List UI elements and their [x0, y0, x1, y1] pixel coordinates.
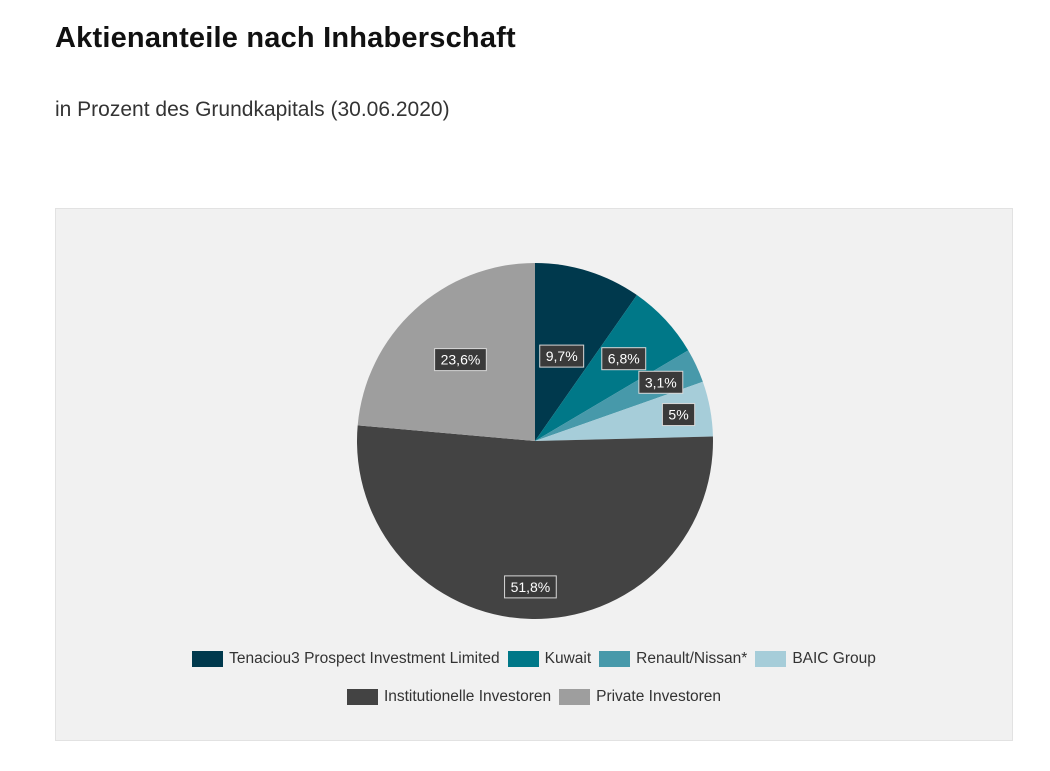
data-label-baic-group: 5% [661, 403, 696, 427]
data-label-box [504, 575, 557, 599]
pie-slice-baic-group[interactable] [535, 381, 713, 441]
data-label-text: 9,7% [546, 348, 578, 364]
data-label-box [434, 348, 487, 372]
legend-row-1: Tenaciou3 Prospect Investment Limited Kuw… [56, 650, 1012, 668]
data-label-text: 23,6% [441, 352, 481, 368]
data-label-renault-nissan: 3,1% [638, 370, 684, 394]
legend-item-baic-group[interactable]: BAIC Group [755, 650, 876, 668]
legend-item-institutionelle-investoren[interactable]: Institutionelle Investoren [346, 688, 552, 706]
data-label-box [601, 347, 647, 371]
legend-row-2: Institutionelle Investoren Private Invest… [56, 688, 1012, 706]
legend-swatch [599, 651, 631, 667]
pie-slice-tenaciou3-prospect-investment-limited[interactable] [535, 263, 637, 441]
data-label-text: 51,8% [511, 579, 551, 595]
legend-item-private-investoren[interactable]: Private Investoren [559, 688, 721, 706]
legend-swatch [346, 689, 378, 705]
data-label-text: 6,8% [608, 351, 640, 367]
legend-label: BAIC Group [792, 650, 876, 667]
chart-panel: 9,7% 6,8% 3,1% 5% 51,8% 23,6% Tenaciou3 Prosp… [55, 208, 1013, 741]
page-title: Aktienanteile nach Inhaberschaft [55, 22, 516, 54]
legend-label: Institutionelle Investoren [383, 688, 552, 705]
legend-item-renault-nissan[interactable]: Renault/Nissan* [599, 650, 747, 668]
data-label-private-investoren: 23,6% [434, 348, 487, 372]
data-label-text: 5% [668, 407, 688, 423]
legend-label: Renault/Nissan* [636, 650, 748, 667]
data-label-institutionelle-investoren: 51,8% [504, 575, 557, 599]
data-label-kuwait: 6,8% [601, 347, 647, 371]
legend-swatch [507, 651, 539, 667]
legend-swatch [755, 651, 787, 667]
legend-label: Private Investoren [596, 688, 722, 705]
legend-label: Kuwait [544, 650, 592, 667]
legend-item-kuwait[interactable]: Kuwait [507, 650, 592, 668]
page-subtitle: in Prozent des Grundkapitals (30.06.2020… [55, 98, 450, 121]
data-label-box [661, 403, 696, 427]
data-label-box [638, 370, 684, 394]
pie-chart: 9,7% 6,8% 3,1% 5% 51,8% 23,6% [357, 263, 713, 619]
legend-item-tenaciou3-prospect-investment-limited[interactable]: Tenaciou3 Prospect Investment Limited [192, 650, 500, 668]
legend-label: Tenaciou3 Prospect Investment Limited [229, 650, 500, 667]
legend-swatch [559, 689, 591, 705]
data-label-tenaciou3-prospect-investment-limited: 9,7% [539, 344, 585, 368]
legend-swatch [192, 651, 224, 667]
data-label-box [539, 344, 585, 368]
pie-slice-institutionelle-investoren[interactable] [357, 425, 713, 619]
data-label-text: 3,1% [645, 374, 677, 390]
